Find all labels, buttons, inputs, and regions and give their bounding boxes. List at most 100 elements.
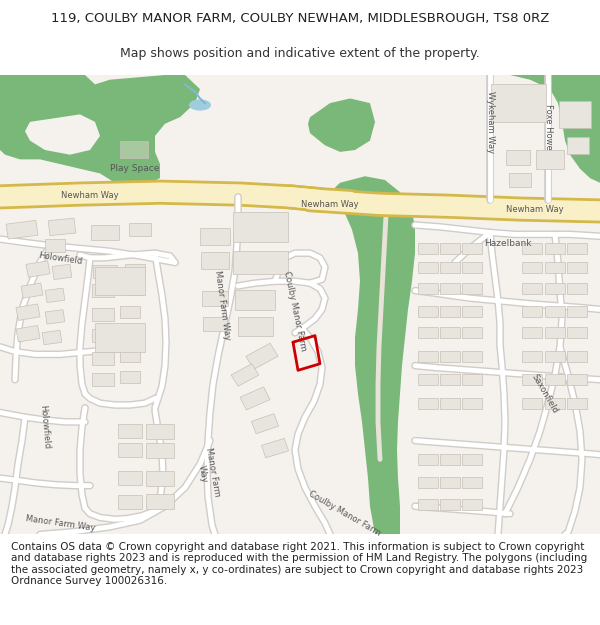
Bar (567, 374, 587, 385)
Bar (440, 351, 460, 362)
Text: Newham Way: Newham Way (61, 191, 119, 201)
Bar (45, 239, 65, 252)
Bar (45, 288, 65, 302)
Bar (418, 328, 438, 339)
Text: Manor Farm Way: Manor Farm Way (212, 269, 232, 340)
Bar (125, 264, 145, 276)
Bar (92, 284, 114, 297)
Bar (506, 150, 530, 165)
Bar (567, 242, 587, 254)
Polygon shape (0, 75, 200, 188)
Bar (118, 424, 142, 438)
Bar (233, 212, 287, 242)
Bar (92, 351, 114, 365)
Bar (462, 261, 482, 272)
Bar (93, 265, 117, 279)
Bar (52, 264, 72, 279)
Text: Manor Farm
Way: Manor Farm Way (194, 448, 222, 499)
Text: Hazelbank: Hazelbank (484, 239, 532, 248)
Text: Saxonfield: Saxonfield (530, 372, 560, 415)
Bar (545, 351, 565, 362)
Bar (522, 283, 542, 294)
Polygon shape (335, 176, 415, 534)
Ellipse shape (189, 99, 211, 111)
Bar (6, 220, 38, 239)
Polygon shape (120, 141, 148, 158)
Bar (559, 101, 591, 127)
Bar (509, 173, 531, 186)
Bar (418, 499, 438, 510)
Bar (21, 283, 43, 298)
Bar (418, 261, 438, 272)
Bar (567, 261, 587, 272)
Bar (462, 283, 482, 294)
Polygon shape (25, 114, 100, 154)
Bar (200, 228, 230, 244)
Bar (418, 351, 438, 362)
Text: Holowfield: Holowfield (37, 251, 83, 266)
Bar (91, 225, 119, 240)
Bar (522, 398, 542, 409)
Bar (45, 309, 65, 324)
Bar (462, 351, 482, 362)
Bar (202, 291, 228, 306)
Bar (238, 317, 272, 336)
Bar (440, 398, 460, 409)
Bar (440, 283, 460, 294)
Bar (231, 364, 259, 386)
Text: Manor Farm Way: Manor Farm Way (25, 514, 95, 532)
Bar (462, 478, 482, 489)
Bar (545, 398, 565, 409)
Text: Newham Way: Newham Way (506, 204, 564, 214)
Bar (462, 374, 482, 385)
Bar (120, 371, 140, 383)
Bar (440, 478, 460, 489)
Bar (545, 242, 565, 254)
Bar (418, 374, 438, 385)
Bar (522, 306, 542, 317)
Text: Contains OS data © Crown copyright and database right 2021. This information is : Contains OS data © Crown copyright and d… (11, 542, 587, 586)
Bar (48, 218, 76, 236)
Bar (246, 343, 278, 369)
Bar (235, 290, 275, 310)
Text: Coulby Manor Farm: Coulby Manor Farm (282, 271, 308, 352)
Bar (418, 454, 438, 465)
Bar (418, 242, 438, 254)
Bar (92, 308, 114, 321)
Bar (567, 283, 587, 294)
Text: Play Space: Play Space (110, 164, 160, 173)
Bar (440, 261, 460, 272)
Bar (146, 424, 174, 439)
Bar (567, 351, 587, 362)
Bar (440, 499, 460, 510)
Bar (522, 242, 542, 254)
Bar (522, 328, 542, 339)
Text: 119, COULBY MANOR FARM, COULBY NEWHAM, MIDDLESBROUGH, TS8 0RZ: 119, COULBY MANOR FARM, COULBY NEWHAM, M… (51, 12, 549, 25)
Bar (440, 306, 460, 317)
Polygon shape (490, 75, 600, 182)
Bar (92, 373, 114, 386)
Bar (440, 374, 460, 385)
Bar (567, 328, 587, 339)
Bar (440, 242, 460, 254)
Bar (122, 282, 142, 295)
Bar (146, 471, 174, 486)
Bar (16, 326, 40, 342)
Text: Newham Way: Newham Way (301, 200, 359, 209)
Bar (418, 306, 438, 317)
Bar (545, 283, 565, 294)
Bar (545, 261, 565, 272)
Text: Foxe Howe: Foxe Howe (544, 104, 553, 149)
Bar (16, 304, 40, 321)
Bar (118, 494, 142, 509)
Bar (567, 137, 589, 154)
Bar (522, 374, 542, 385)
Polygon shape (308, 98, 375, 152)
Bar (462, 328, 482, 339)
Bar (129, 223, 151, 236)
Bar (233, 251, 287, 274)
Bar (251, 414, 278, 434)
Bar (95, 324, 145, 351)
Bar (26, 261, 50, 278)
Bar (545, 374, 565, 385)
